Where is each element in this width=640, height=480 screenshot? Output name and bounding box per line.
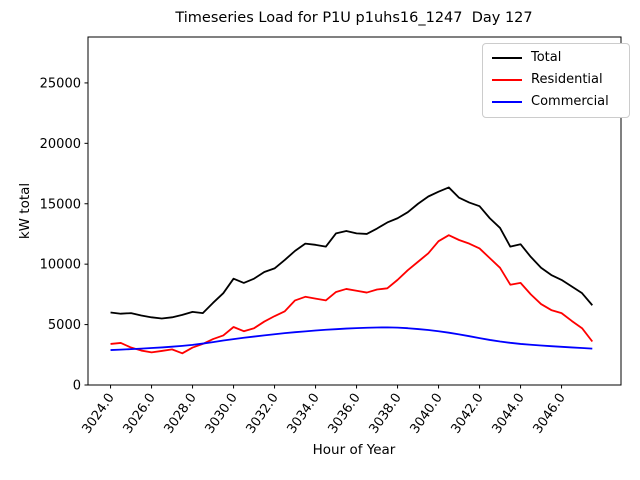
axes-spine xyxy=(87,36,622,386)
legend-line-icon xyxy=(492,101,522,103)
x-tick-label: 3030.0 xyxy=(202,391,240,437)
legend-label: Commercial xyxy=(531,94,609,109)
series-line-residential xyxy=(110,234,594,355)
y-tick-label: 25000 xyxy=(40,76,81,91)
x-axis-label: Hour of Year xyxy=(312,442,396,458)
y-tick-label: 10000 xyxy=(40,258,81,273)
chart-title: Timeseries Load for P1U p1uhs16_1247 Day… xyxy=(175,10,533,26)
x-tick-label: 3040.0 xyxy=(407,391,445,437)
x-tick-label: 3024.0 xyxy=(79,391,117,437)
x-tick-label: 3036.0 xyxy=(325,391,363,437)
series-line-total xyxy=(110,186,593,320)
series-line-commercial xyxy=(110,326,593,351)
x-tick-label: 3038.0 xyxy=(366,391,404,437)
legend-item-commercial: Commercial xyxy=(492,95,620,109)
legend-line-icon xyxy=(492,57,522,59)
y-tick-label: 0 xyxy=(73,379,81,394)
legend: Total Residential Commercial xyxy=(482,43,630,118)
legend-line-icon xyxy=(492,79,522,81)
x-tick-label: 3042.0 xyxy=(448,391,486,437)
x-tick-label: 3046.0 xyxy=(530,391,568,437)
x-tick-label: 3026.0 xyxy=(120,391,158,437)
y-tick-label: 5000 xyxy=(48,318,81,333)
legend-item-total: Total xyxy=(492,51,620,65)
legend-item-residential: Residential xyxy=(492,73,620,87)
x-tick-label: 3044.0 xyxy=(489,391,527,437)
x-tick-label: 3028.0 xyxy=(161,391,199,437)
x-tick-label: 3034.0 xyxy=(284,391,322,437)
y-tick-label: 20000 xyxy=(40,137,81,152)
x-tick-label: 3032.0 xyxy=(243,391,281,437)
y-tick-label: 15000 xyxy=(40,197,81,212)
legend-label: Total xyxy=(531,50,562,65)
legend-label: Residential xyxy=(531,72,603,87)
